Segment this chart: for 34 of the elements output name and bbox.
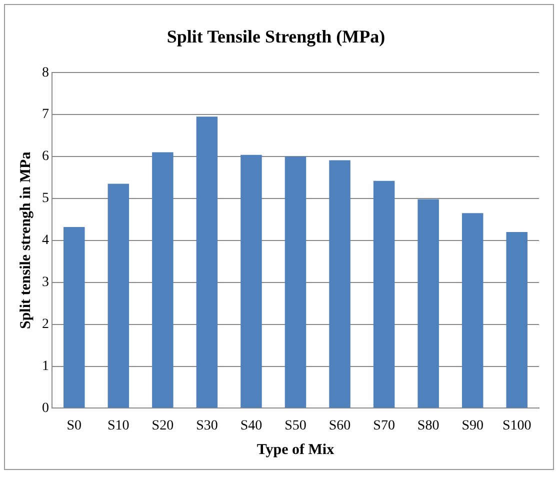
bar — [284, 156, 306, 408]
bar — [329, 160, 350, 408]
x-tick-label: S60 — [328, 418, 351, 434]
x-tick-label: S20 — [152, 418, 174, 434]
y-tick-label: 1 — [42, 358, 49, 374]
bar — [196, 116, 218, 408]
x-tick-label: S40 — [240, 418, 262, 434]
bar — [152, 152, 174, 408]
bar — [108, 184, 130, 408]
y-tick-label: 2 — [42, 316, 49, 332]
y-tick-label: 4 — [42, 233, 49, 248]
bar — [418, 199, 439, 408]
x-tick-label: S90 — [462, 418, 484, 434]
x-axis-title: Type of Mix — [256, 442, 335, 458]
x-tick-label: S70 — [373, 418, 395, 434]
x-tick-label: S10 — [108, 418, 130, 434]
x-tick-label: S50 — [284, 418, 306, 434]
bar — [240, 154, 262, 408]
y-tick-label: 3 — [42, 275, 49, 290]
chart-title: Split Tensile Strength (MPa) — [166, 26, 386, 46]
bar — [462, 213, 484, 408]
y-tick-label: 0 — [42, 400, 49, 416]
y-tick-label: 7 — [42, 107, 49, 122]
bar — [506, 232, 528, 408]
bar — [373, 180, 395, 408]
x-tick-label: S100 — [502, 418, 532, 434]
y-tick-label: 8 — [42, 65, 49, 80]
y-axis-title: Split tensile strengh in MPa — [18, 151, 34, 330]
x-tick-label: S30 — [196, 418, 218, 434]
bar — [64, 226, 85, 408]
y-tick-label: 6 — [42, 149, 49, 164]
x-tick-label: S80 — [417, 418, 440, 434]
y-tick-label: 5 — [42, 191, 49, 206]
x-tick-label: S0 — [66, 418, 82, 434]
